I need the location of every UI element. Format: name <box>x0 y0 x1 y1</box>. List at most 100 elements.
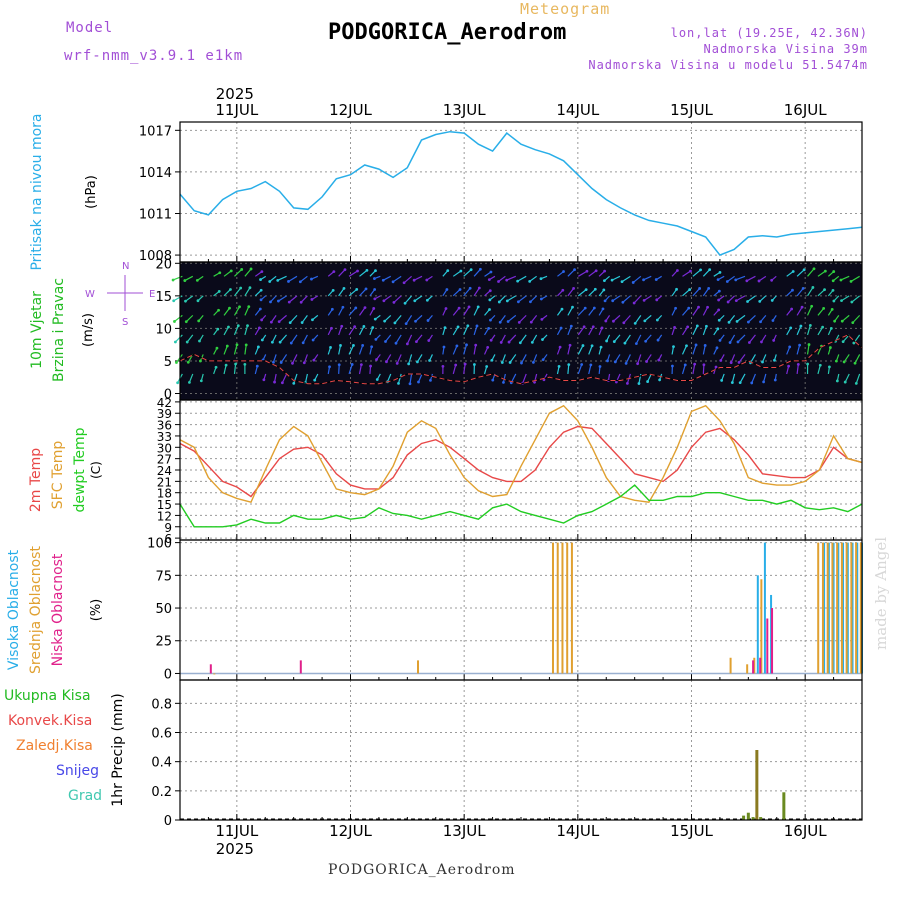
wind-arrowhead <box>685 344 688 348</box>
wind-arrow <box>463 363 466 375</box>
wind-arrow <box>501 354 506 363</box>
wind-arrowhead <box>580 363 584 366</box>
wind-arrowhead <box>270 340 274 344</box>
wind-arrow <box>386 373 392 382</box>
wind-arrowhead <box>787 364 791 368</box>
wind-arrow <box>184 275 194 282</box>
wind-arrowhead <box>761 360 764 364</box>
wind-arrow <box>223 307 230 316</box>
wind-arrowhead <box>236 324 240 328</box>
wind-arrow <box>234 269 243 277</box>
wind-arrow <box>614 354 621 363</box>
wind-arrow <box>567 287 575 297</box>
wind-arrow <box>302 334 308 344</box>
wind-arrow <box>414 295 423 302</box>
wind-arrow <box>702 306 709 316</box>
wind-arrow <box>463 287 471 297</box>
wind-arrowhead <box>429 378 432 382</box>
wind-arrowhead <box>689 269 692 273</box>
wind-arrowhead <box>717 308 721 312</box>
wind-arrow <box>728 315 736 323</box>
wind-arrowhead <box>634 342 638 346</box>
wind-arrow <box>613 334 621 342</box>
wind-arrow <box>702 269 711 277</box>
wind-arrowhead <box>472 363 476 366</box>
x-tick-label: 13JUL <box>443 822 486 840</box>
cloud-mid-bar <box>417 660 420 674</box>
cloud-mid-bar <box>821 542 824 674</box>
wind-arrowhead <box>593 287 597 291</box>
wind-arrowhead <box>603 299 607 303</box>
wind-arrowhead <box>533 380 536 384</box>
wind-arrowhead <box>828 346 832 349</box>
chart-title: PODGORICA_Aerodrom <box>328 20 567 45</box>
wind-arrowhead <box>260 338 264 342</box>
wind-arrowhead <box>176 381 180 385</box>
watermark: made by Angel <box>872 536 890 650</box>
wind-arrowhead <box>589 363 593 367</box>
wind-arrowhead <box>770 299 774 302</box>
wind-arrow <box>588 345 593 355</box>
wind-arrowhead <box>811 286 815 289</box>
wind-arrowhead <box>584 288 588 292</box>
cloud-side-label-high: Visoka Oblacnost <box>6 549 22 670</box>
wind-arrow <box>851 295 861 303</box>
wind-arrow <box>500 334 506 343</box>
wind-arrowhead <box>645 360 648 363</box>
cloud-mid-bar <box>760 579 763 674</box>
wind-arrowhead <box>821 325 824 329</box>
wind-arrowhead <box>670 364 674 368</box>
wind-arrowhead <box>760 340 763 344</box>
wind-arrowhead <box>259 278 262 281</box>
wind-arrowhead <box>490 358 494 362</box>
cloud-mid-bar <box>859 542 862 674</box>
wind-arrowhead <box>247 305 251 308</box>
wind-arrow <box>577 345 584 355</box>
wind-arrow <box>173 295 183 302</box>
wind-arrowhead <box>625 381 629 385</box>
wind-arrowhead <box>259 298 263 302</box>
wind-unit-label: (m/s) <box>81 313 96 347</box>
y-tick-label: 1017 <box>139 124 172 139</box>
wind-arrow <box>393 295 402 303</box>
wind-arrowhead <box>229 288 232 291</box>
compass-north: N <box>122 261 129 272</box>
wind-arrowhead <box>292 381 296 385</box>
wind-arrowhead <box>717 289 721 293</box>
wind-arrow <box>746 275 756 282</box>
wind-arrowhead <box>559 326 563 330</box>
wind-arrow <box>817 365 821 375</box>
altitude-readout: Nadmorska Visina 39m <box>703 42 868 56</box>
model-label: Model <box>66 20 114 36</box>
wind-arrowhead <box>199 379 203 383</box>
wind-arrowhead <box>311 338 315 342</box>
wind-arrowhead <box>561 288 565 292</box>
wind-arrow <box>291 354 298 364</box>
wind-arrowhead <box>772 339 776 342</box>
wind-arrowhead <box>414 319 417 323</box>
wind-arrowhead <box>567 363 571 366</box>
wind-arrowhead <box>771 319 775 322</box>
temp-side-label-dewpt: dewpt Temp <box>72 427 88 512</box>
wind-arrow <box>682 307 690 316</box>
wind-arrowhead <box>287 300 291 304</box>
wind-arrowhead <box>313 378 317 382</box>
wind-arrow <box>473 325 478 336</box>
wind-arrow <box>567 306 574 316</box>
wind-arrow <box>588 288 596 297</box>
wind-arrowhead <box>674 306 677 310</box>
wind-arrow <box>852 314 861 324</box>
wind-arrowhead <box>227 325 230 329</box>
wind-arrowhead <box>257 326 261 330</box>
wind-arrow <box>644 314 652 322</box>
wind-arrow <box>702 364 705 374</box>
cloud-low-bar <box>209 664 212 674</box>
x-tick-label: 12JUL <box>329 822 372 840</box>
wind-arrow <box>174 334 183 343</box>
wind-arrow <box>384 314 392 322</box>
wind-arrowhead <box>583 306 587 310</box>
wind-arrowhead <box>600 326 604 330</box>
wind-arrowhead <box>475 324 479 328</box>
wind-arrow <box>244 325 249 336</box>
